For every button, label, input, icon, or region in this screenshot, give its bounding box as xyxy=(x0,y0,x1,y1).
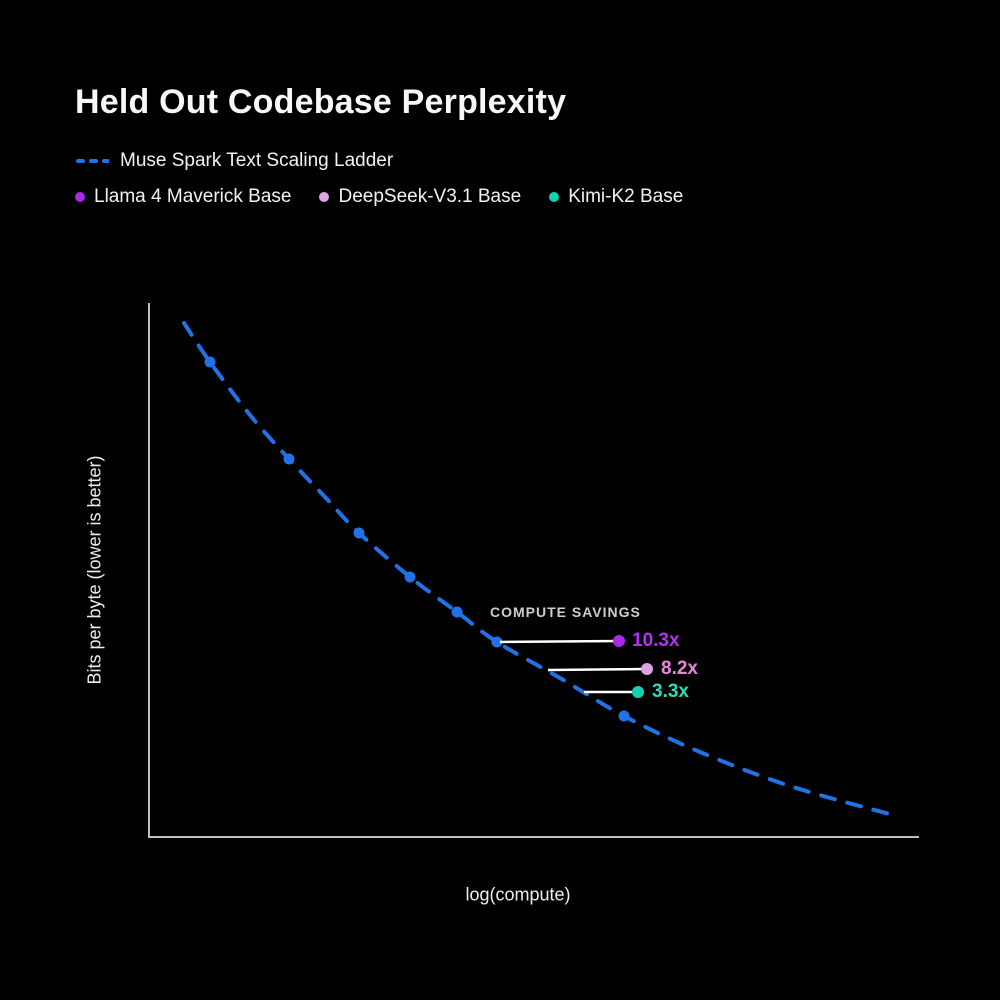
legend-label-kimi: Kimi-K2 Base xyxy=(568,186,684,207)
savings-label-deepseek: 8.2x xyxy=(661,658,698,679)
savings-label-kimi: 3.3x xyxy=(652,681,689,702)
page-title: Held Out Codebase Perplexity xyxy=(75,83,567,121)
legend-label-scaling-ladder: Muse Spark Text Scaling Ladder xyxy=(120,150,394,171)
legend-row-point-series: Llama 4 Maverick Base DeepSeek-V3.1 Base… xyxy=(75,184,683,210)
y-axis-label: Bits per byte (lower is better) xyxy=(84,455,105,685)
legend: Muse Spark Text Scaling Ladder Llama 4 M… xyxy=(75,148,683,210)
dashed-line-icon xyxy=(76,159,109,163)
kimi-dot-icon xyxy=(549,192,560,202)
legend-item-kimi: Kimi-K2 Base xyxy=(549,184,683,210)
legend-item-deepseek: DeepSeek-V3.1 Base xyxy=(319,184,521,210)
legend-item-llama: Llama 4 Maverick Base xyxy=(75,184,291,210)
llama-dot-icon xyxy=(75,192,85,202)
legend-row-line-series: Muse Spark Text Scaling Ladder xyxy=(75,148,683,174)
x-axis-label: log(compute) xyxy=(465,884,571,905)
compute-savings-heading: COMPUTE SAVINGS xyxy=(490,604,641,620)
savings-label-llama: 10.3x xyxy=(632,630,680,651)
legend-label-llama: Llama 4 Maverick Base xyxy=(94,186,292,207)
legend-label-deepseek: DeepSeek-V3.1 Base xyxy=(338,186,522,207)
deepseek-dot-icon xyxy=(319,192,330,202)
